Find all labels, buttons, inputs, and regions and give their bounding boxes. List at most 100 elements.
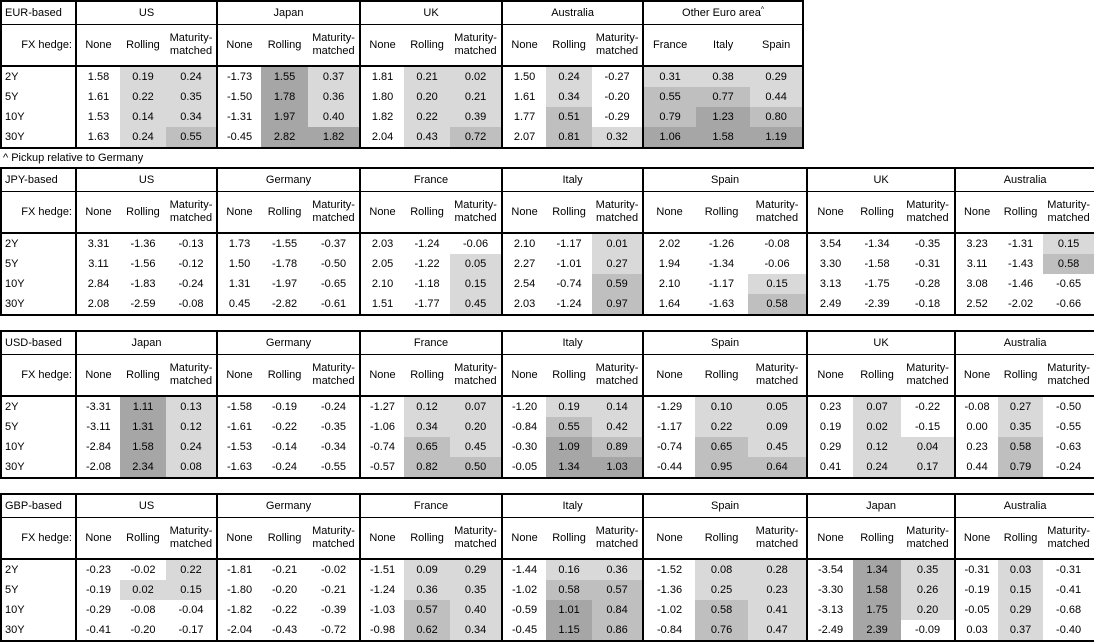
value-cell: -0.02: [320, 564, 347, 576]
country-name: Japan: [866, 500, 897, 512]
fx-hedge-label: FX hedge:: [1, 517, 76, 560]
value-cell: -0.06: [764, 258, 790, 270]
value-cell: -0.20: [130, 624, 156, 636]
usd-based-table: USD-based Japan Germany France Italy Spain UK A…: [0, 330, 1094, 479]
value-cell: 2.52: [954, 294, 999, 315]
value-cell: 0.03: [954, 620, 999, 641]
value-cell: 3.31: [75, 233, 120, 254]
value-cell: -0.08: [178, 298, 204, 310]
hedge-column-header: Maturity-matched: [308, 191, 361, 234]
value-cell: -1.83: [130, 278, 156, 290]
value-cell: 2.10: [359, 274, 405, 294]
country-name: Germany: [265, 337, 312, 349]
table-row: 2Y 3.31 -1.36 -0.13 1.73 -1.55 -0.37 2.03 -1.24 -…: [1, 233, 1094, 254]
value-cell: -1.03: [359, 600, 405, 620]
value-cell: 1.03: [592, 457, 644, 478]
hedge-column-header: Maturity-matched: [592, 191, 644, 234]
value-cell: 0.05: [450, 254, 503, 274]
value-cell: 0.29: [998, 600, 1044, 620]
country-name: Spain: [710, 500, 740, 512]
country-name: Spain: [710, 337, 740, 349]
hedge-column-header: Maturity-matched: [901, 354, 956, 397]
hedge-column-header: Maturity-matched: [1043, 517, 1094, 560]
table-row: 30Y 1.63 0.24 0.55 -0.45 2.82 1.82 2.04 0.43 0.72…: [1, 127, 804, 148]
hedge-column-header: None: [954, 354, 999, 397]
hedge-column-header: Rolling: [695, 517, 749, 560]
value-cell: 0.57: [592, 580, 644, 600]
value-cell: 0.19: [120, 66, 166, 87]
hedge-column-header: None: [75, 354, 120, 397]
value-cell: 0.26: [901, 580, 956, 600]
value-cell: -0.22: [271, 604, 298, 616]
value-cell: 0.19: [546, 396, 593, 417]
value-cell: -1.52: [642, 559, 696, 580]
value-cell: 0.23: [806, 396, 854, 417]
value-cell: 0.17: [901, 457, 956, 478]
value-cell: 1.23: [696, 107, 751, 127]
value-cell: -0.84: [642, 620, 696, 641]
value-cell: 0.45: [216, 294, 262, 315]
base-currency-label: EUR-based: [1, 1, 76, 25]
value-cell: -2.59: [130, 298, 156, 310]
value-cell: -0.05: [954, 600, 999, 620]
value-cell: 2.10: [642, 274, 696, 294]
hedge-column-header: None: [954, 517, 999, 560]
hedge-column-header: Rolling: [546, 517, 593, 560]
country-name: Italy: [562, 174, 583, 186]
value-cell: 1.61: [501, 87, 547, 107]
value-cell: 0.24: [166, 437, 218, 457]
country-header-row: EUR-based US Japan UK Australia Other Euro ar…: [1, 1, 804, 25]
hedge-column-header: Rolling: [998, 354, 1044, 397]
country-header: Australia: [954, 494, 1094, 518]
country-name: Italy: [562, 337, 583, 349]
hedge-column-header: Rolling: [546, 24, 593, 67]
value-cell: 0.04: [901, 437, 956, 457]
value-cell: 0.45: [450, 294, 503, 315]
value-cell: 3.11: [954, 254, 999, 274]
spacer: [0, 316, 1094, 330]
value-cell: 0.36: [592, 559, 644, 580]
value-cell: 0.79: [998, 457, 1044, 478]
value-cell: -1.22: [414, 258, 440, 270]
value-cell: 0.45: [748, 437, 808, 457]
country-name: Japan: [273, 7, 304, 19]
value-cell: -0.24: [178, 278, 204, 290]
value-cell: 0.12: [404, 396, 451, 417]
fx-hedge-label: FX hedge:: [1, 191, 76, 234]
value-cell: 1.06: [642, 127, 697, 148]
value-cell: 1.11: [120, 396, 166, 417]
hedge-column-header: Maturity-matched: [166, 191, 218, 234]
value-cell: -1.58: [864, 258, 890, 270]
value-cell: -0.08: [954, 396, 999, 417]
value-cell: -0.06: [463, 238, 489, 250]
country-name: US: [138, 7, 155, 19]
value-cell: -1.77: [414, 298, 440, 310]
value-cell: -0.19: [75, 580, 120, 600]
value-cell: -0.68: [1056, 604, 1082, 616]
fx-hedge-label: FX hedge:: [1, 354, 76, 397]
value-cell: -0.15: [915, 421, 941, 433]
value-cell: 0.14: [120, 107, 166, 127]
value-cell: 0.31: [642, 66, 697, 87]
value-cell: 2.84: [75, 274, 120, 294]
value-cell: 1.78: [261, 87, 309, 107]
value-cell: -1.24: [556, 298, 582, 310]
value-cell: 2.82: [261, 127, 309, 148]
hedge-column-header: Rolling: [998, 191, 1044, 234]
value-cell: 0.79: [642, 107, 697, 127]
eur-based-section: EUR-based US Japan UK Australia Other Euro ar…: [0, 0, 1094, 149]
value-cell: 0.58: [546, 580, 593, 600]
hedge-column-header: Rolling: [404, 517, 451, 560]
value-cell: 0.10: [695, 396, 749, 417]
value-cell: 0.55: [642, 87, 697, 107]
value-cell: 0.57: [404, 600, 451, 620]
tenor-row-label: 2Y: [5, 238, 19, 250]
value-cell: -2.49: [806, 620, 854, 641]
value-cell: -1.56: [130, 258, 156, 270]
value-cell: 0.21: [450, 87, 503, 107]
value-cell: -0.34: [320, 441, 347, 453]
table-row: 10Y -2.84 1.58 0.24 -1.53 -0.14 -0.34 -0.74 0.65…: [1, 437, 1094, 457]
hedge-column-header: None: [501, 354, 547, 397]
value-cell: -0.08: [130, 604, 156, 616]
usd-based-section: USD-based Japan Germany France Italy Spain UK A…: [0, 330, 1094, 479]
